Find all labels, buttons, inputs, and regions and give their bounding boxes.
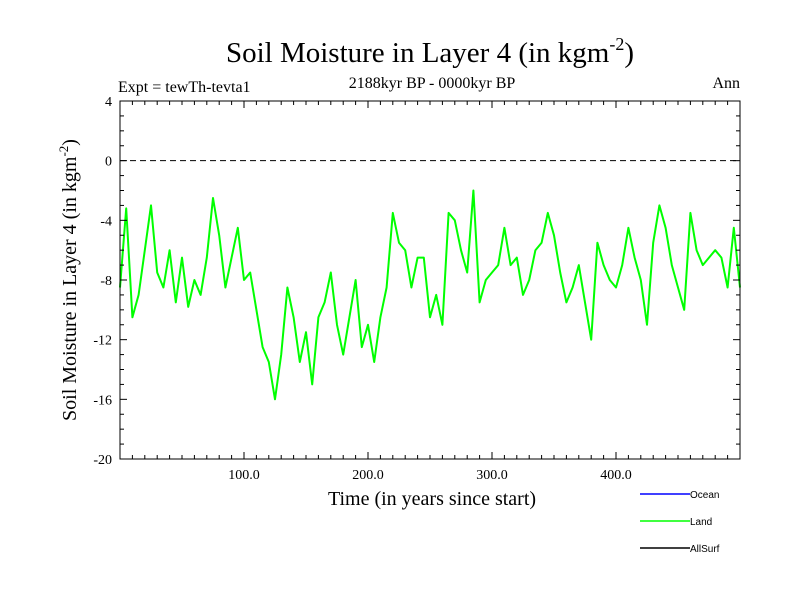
chart-title-text: Soil Moisture in Layer 4 (in kgm [226, 37, 610, 69]
x-tick-label: 300.0 [476, 468, 508, 483]
y-axis-label: Soil Moisture in Layer 4 (in kgm-2) [56, 139, 81, 421]
series-line-land [119, 189, 741, 401]
chart-title: Soil Moisture in Layer 4 (in kgm-2) [226, 34, 634, 69]
y-tick-label: -8 [100, 274, 112, 289]
legend-label-ocean: Ocean [690, 490, 719, 501]
plot-ticks [120, 100, 740, 460]
y-axis-label-text: Soil Moisture in Layer 4 (in kgm [59, 156, 81, 421]
y-tick-label: -4 [100, 214, 112, 229]
y-tick-label: 4 [105, 95, 112, 110]
plot-frame [119, 100, 741, 460]
experiment-label: Expt = tewTh-tevta1 [118, 79, 251, 96]
x-tick-label: 100.0 [228, 468, 260, 483]
y-tick-label: 0 [105, 155, 112, 170]
plot-series [119, 189, 741, 401]
chart-subtitle: 2188kyr BP - 0000kyr BP [349, 75, 516, 92]
chart-title-superscript: -2 [609, 34, 624, 54]
y-tick-label: -20 [93, 453, 112, 468]
chart-title-close: ) [624, 37, 634, 69]
legend: Ocean Land AllSurf [640, 490, 720, 555]
plot-tick-labels: 4 0 -4 -8 -12 -16 -20 100.0 200.0 300.0 400.0 [93, 95, 631, 483]
y-tick-label: -12 [93, 334, 112, 349]
season-label: Ann [712, 75, 740, 92]
x-tick-label: 200.0 [352, 468, 384, 483]
y-tick-label: -16 [93, 393, 112, 408]
legend-label-land: Land [690, 517, 712, 528]
y-axis-label-superscript: -2 [56, 146, 71, 157]
x-axis-label: Time (in years since start) [328, 488, 536, 510]
y-axis-label-close: ) [59, 139, 81, 146]
x-tick-label: 400.0 [600, 468, 632, 483]
legend-label-allsurf: AllSurf [690, 544, 720, 555]
